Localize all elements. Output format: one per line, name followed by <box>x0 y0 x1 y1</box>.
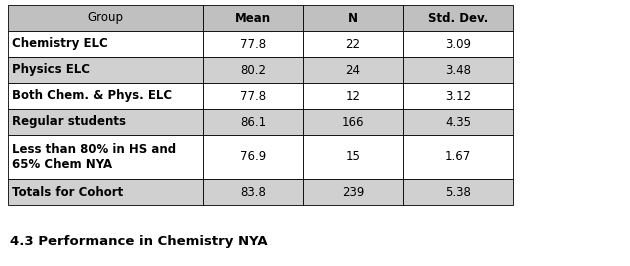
Text: 166: 166 <box>341 115 364 128</box>
Bar <box>8 57 203 83</box>
Bar <box>203 5 303 31</box>
Text: Totals for Cohort: Totals for Cohort <box>12 185 123 198</box>
Bar <box>303 83 403 109</box>
Text: Std. Dev.: Std. Dev. <box>428 11 488 24</box>
Text: N: N <box>348 11 358 24</box>
Text: 22: 22 <box>345 38 360 51</box>
Text: 4.3 Performance in Chemistry NYA: 4.3 Performance in Chemistry NYA <box>10 235 268 248</box>
Text: 1.67: 1.67 <box>445 151 471 164</box>
Text: Physics ELC: Physics ELC <box>12 64 90 77</box>
Bar <box>8 135 203 179</box>
Bar <box>203 109 303 135</box>
Bar <box>203 179 303 205</box>
Text: 77.8: 77.8 <box>240 89 266 102</box>
Text: 86.1: 86.1 <box>240 115 266 128</box>
Text: Regular students: Regular students <box>12 115 126 128</box>
Text: 239: 239 <box>342 185 364 198</box>
Bar <box>303 5 403 31</box>
Text: Less than 80% in HS and
65% Chem NYA: Less than 80% in HS and 65% Chem NYA <box>12 143 176 171</box>
Text: 5.38: 5.38 <box>445 185 471 198</box>
Bar <box>303 57 403 83</box>
Text: 76.9: 76.9 <box>240 151 266 164</box>
Text: Chemistry ELC: Chemistry ELC <box>12 38 108 51</box>
Bar <box>303 109 403 135</box>
Bar <box>403 57 513 83</box>
Bar <box>303 135 403 179</box>
Text: 3.48: 3.48 <box>445 64 471 77</box>
Bar <box>8 109 203 135</box>
Text: 83.8: 83.8 <box>240 185 266 198</box>
Text: 24: 24 <box>345 64 360 77</box>
Text: Mean: Mean <box>235 11 271 24</box>
Bar <box>403 109 513 135</box>
Bar <box>8 83 203 109</box>
Bar <box>203 31 303 57</box>
Bar <box>403 5 513 31</box>
Bar <box>203 57 303 83</box>
Bar <box>403 135 513 179</box>
Text: 77.8: 77.8 <box>240 38 266 51</box>
Bar <box>8 5 203 31</box>
Bar <box>8 179 203 205</box>
Bar <box>303 179 403 205</box>
Text: 3.09: 3.09 <box>445 38 471 51</box>
Bar <box>403 83 513 109</box>
Bar <box>403 31 513 57</box>
Bar <box>8 31 203 57</box>
Bar <box>403 179 513 205</box>
Text: 4.35: 4.35 <box>445 115 471 128</box>
Text: 80.2: 80.2 <box>240 64 266 77</box>
Text: 3.12: 3.12 <box>445 89 471 102</box>
Bar <box>203 135 303 179</box>
Text: 15: 15 <box>346 151 360 164</box>
Bar <box>203 83 303 109</box>
Bar <box>303 31 403 57</box>
Text: Both Chem. & Phys. ELC: Both Chem. & Phys. ELC <box>12 89 172 102</box>
Text: 12: 12 <box>345 89 360 102</box>
Text: Group: Group <box>88 11 123 24</box>
